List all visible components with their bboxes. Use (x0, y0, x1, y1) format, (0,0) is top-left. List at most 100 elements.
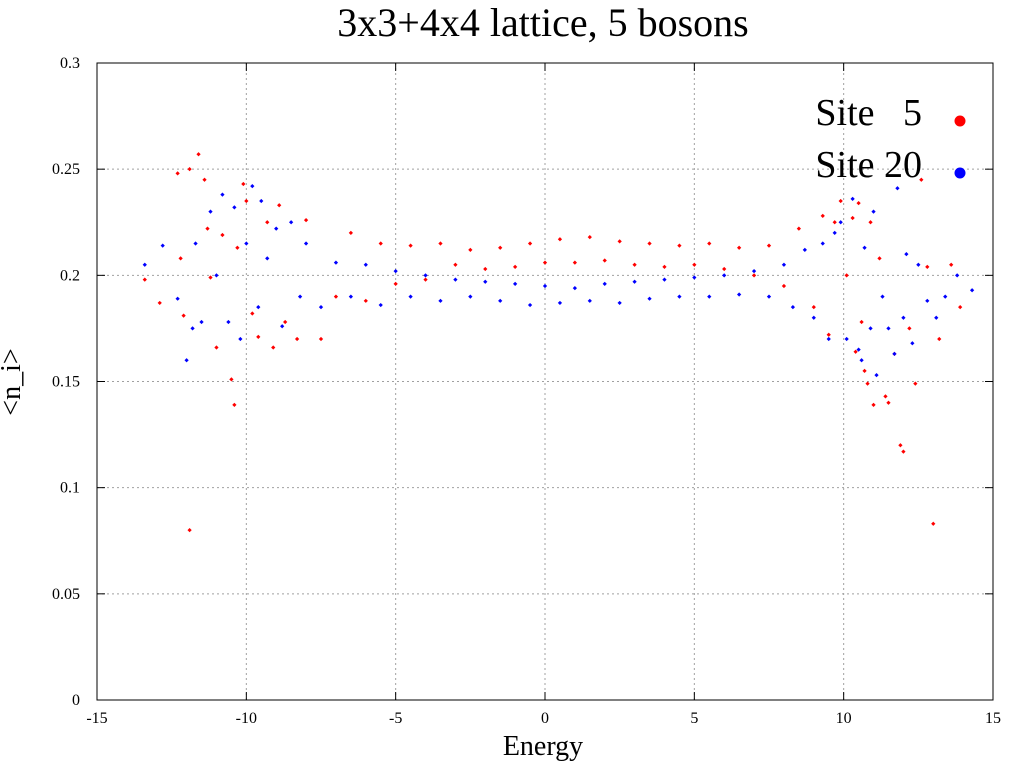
y-tick-label: 0.2 (60, 267, 80, 284)
series-site5 (142, 152, 963, 533)
data-point (297, 294, 303, 299)
y-tick-label: 0.05 (52, 586, 80, 603)
data-point (602, 281, 607, 286)
data-point (542, 283, 548, 289)
data-point (527, 241, 533, 246)
data-point (820, 241, 825, 246)
data-point (527, 302, 533, 308)
data-point (232, 205, 237, 210)
data-point (850, 215, 855, 221)
data-point (916, 262, 921, 267)
data-point (751, 273, 757, 278)
data-point (662, 264, 667, 269)
y-tick-label: 0.15 (52, 374, 80, 391)
data-point (438, 298, 443, 303)
data-point (572, 285, 577, 291)
data-point (363, 262, 368, 267)
data-point (587, 298, 592, 303)
data-point (393, 281, 398, 286)
data-point (722, 266, 727, 272)
data-point (378, 302, 383, 308)
data-point (647, 296, 652, 301)
data-point (438, 241, 443, 246)
data-point (318, 305, 324, 310)
data-point (931, 521, 936, 526)
x-tick-label: 5 (690, 710, 698, 727)
data-point (790, 305, 796, 310)
data-point (925, 264, 930, 269)
data-point (617, 300, 622, 306)
data-point (226, 319, 231, 325)
data-point (811, 315, 816, 320)
data-point (498, 245, 503, 250)
data-point (280, 324, 285, 329)
data-point (874, 373, 879, 378)
data-point (766, 243, 772, 248)
data-point (265, 220, 270, 225)
data-point (826, 336, 831, 342)
data-point (871, 209, 876, 214)
data-point (303, 218, 309, 223)
data-point (184, 358, 189, 363)
data-point (542, 260, 548, 265)
data-point (303, 241, 309, 246)
data-point (820, 213, 825, 219)
data-point (781, 262, 787, 267)
x-tick-label: 10 (836, 710, 852, 727)
data-point (187, 528, 192, 533)
data-point (348, 294, 353, 299)
data-point (229, 377, 234, 382)
data-point (677, 294, 682, 299)
data-point (901, 315, 906, 320)
data-point (205, 226, 210, 231)
data-point (802, 247, 807, 252)
data-point (408, 294, 413, 299)
data-point (468, 294, 473, 299)
data-point (898, 443, 903, 448)
data-point (862, 245, 867, 250)
data-point (348, 230, 353, 235)
x-tick-label: -10 (236, 710, 257, 727)
legend-label-site5: Site 5 (815, 92, 922, 134)
data-point (318, 336, 324, 342)
data-point (868, 220, 873, 225)
data-point (294, 336, 300, 342)
data-point (289, 220, 294, 225)
data-point (919, 177, 924, 182)
data-point (423, 273, 428, 278)
data-point (241, 181, 246, 187)
data-point (949, 262, 954, 267)
data-point (904, 251, 909, 257)
data-point (498, 298, 503, 303)
data-point (722, 273, 727, 278)
data-point (453, 277, 458, 282)
data-point (513, 264, 518, 269)
x-tick-labels: -15 -10 -5 0 5 10 15 (86, 710, 1001, 727)
chart-title: 3x3+4x4 lattice, 5 bosons (337, 0, 748, 45)
data-point (895, 186, 900, 191)
x-tick-label: 0 (541, 710, 549, 727)
data-point (617, 239, 622, 244)
y-tick-label: 0.3 (60, 55, 80, 72)
legend: Site 5 Site 20 (815, 92, 966, 186)
data-point (363, 298, 368, 303)
data-point (647, 241, 652, 246)
data-point (832, 220, 837, 225)
data-point (955, 273, 960, 278)
data-point (844, 336, 849, 342)
data-point (969, 288, 975, 293)
data-point (844, 273, 849, 278)
data-point (886, 326, 891, 331)
data-point (557, 300, 563, 306)
data-point (751, 268, 757, 274)
legend-marker-site5 (954, 115, 966, 127)
data-point (277, 203, 282, 208)
data-point (877, 256, 882, 261)
data-point (925, 298, 930, 303)
data-point (208, 209, 213, 214)
data-point (602, 258, 607, 263)
data-point (378, 241, 383, 246)
y-axis-label: <n_i> (0, 348, 27, 415)
data-point (826, 332, 831, 337)
data-point (862, 368, 867, 374)
